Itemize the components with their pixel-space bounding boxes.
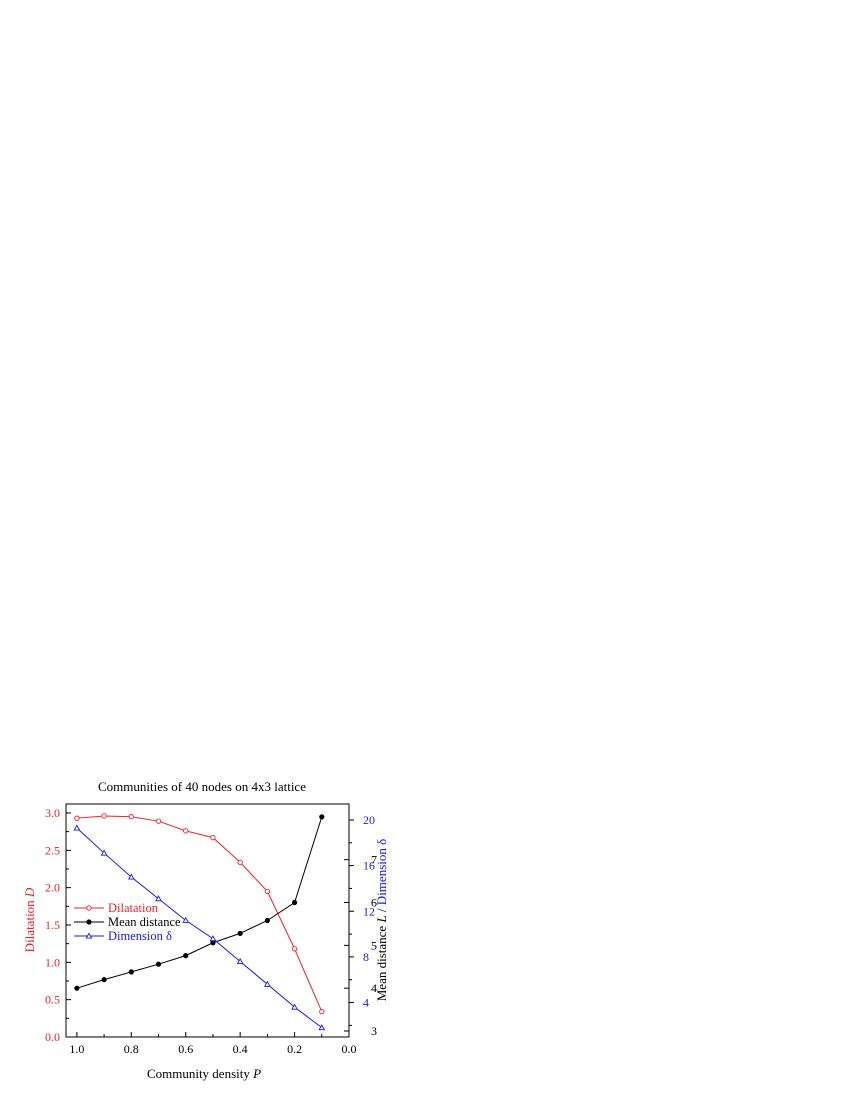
left-y-axis-label-var: D [22, 887, 37, 898]
data-point [182, 916, 190, 923]
series-line [76, 827, 323, 1029]
legend-marker [86, 919, 92, 925]
chart-title: Communities of 40 nodes on 4x3 lattice [98, 779, 306, 794]
data-point [319, 1008, 325, 1015]
x-axis: 1.0 0.8 0.6 0.4 0.2 0.0 [69, 1032, 357, 1056]
legend-item: Dimension δ [74, 929, 172, 943]
data-point [291, 1003, 298, 1010]
series-line [76, 816, 323, 989]
left-y-tick-label: 3.0 [45, 806, 60, 820]
x-tick-label: 0.8 [124, 1042, 139, 1056]
series-dilatation [74, 813, 325, 1015]
right-y-axis-label: Mean distance L / Dimension δ [374, 839, 389, 1002]
data-point [264, 980, 271, 987]
legend-label: Dilatation [108, 901, 159, 915]
data-point [155, 818, 162, 824]
series-layer [73, 813, 326, 1031]
data-point [127, 873, 135, 880]
right-y-tick-label-dim: 8 [363, 950, 369, 964]
x-tick-label: 0.0 [342, 1042, 357, 1056]
series-mean-distance [74, 814, 325, 991]
data-point [264, 888, 271, 895]
x-tick-label: 1.0 [69, 1042, 84, 1056]
data-point [264, 917, 270, 924]
legend-label: Dimension δ [108, 929, 172, 943]
left-y-tick-label: 2.5 [45, 843, 60, 857]
data-point [73, 824, 81, 831]
right-y-axis-label-dim: Dimension δ [374, 839, 389, 905]
left-y-tick-label: 2.0 [45, 881, 60, 895]
legend-marker [85, 932, 93, 939]
left-y-axis: 0.0 0.5 1.0 1.5 2.0 2.5 3.0 [45, 806, 71, 1044]
right-y-tick-label-mean: 5 [371, 938, 377, 952]
x-axis-label-var: P [252, 1066, 261, 1081]
series-line [76, 815, 323, 1012]
data-point [209, 935, 217, 942]
legend-item: Dilatation [74, 901, 159, 915]
right-y-axis-label-mean: Mean distance [374, 923, 389, 1002]
right-y-axis-label-sep: / [374, 905, 389, 915]
data-point [183, 828, 189, 834]
left-y-tick-label: 1.0 [45, 955, 60, 969]
right-y-tick-label-mean: 7 [371, 853, 377, 867]
left-y-axis-label-text: Dilatation [22, 897, 37, 952]
data-point [237, 859, 243, 865]
right-y-tick-label-mean: 3 [371, 1024, 377, 1038]
data-point [128, 969, 134, 975]
x-axis-label-text: Community density [147, 1066, 253, 1081]
data-point [101, 813, 107, 819]
left-y-tick-label: 0.0 [45, 1030, 60, 1044]
data-point [210, 834, 216, 841]
x-tick-label: 0.6 [178, 1042, 193, 1056]
right-y-tick-label-mean: 4 [371, 981, 377, 995]
right-y-tick-label-mean: 6 [371, 896, 377, 910]
x-tick-label: 0.2 [287, 1042, 302, 1056]
data-point [291, 899, 298, 906]
series-dimension [73, 824, 326, 1031]
data-point [155, 961, 162, 967]
left-y-tick-label: 1.5 [45, 918, 60, 932]
data-point [318, 1024, 326, 1031]
data-point [74, 815, 80, 821]
data-point [128, 814, 134, 820]
right-y-tick-label-dim: 12 [363, 904, 375, 918]
data-point [291, 946, 298, 952]
legend-item: Mean distance [74, 915, 181, 929]
legend-label: Mean distance [108, 915, 181, 929]
data-point [74, 985, 80, 991]
left-y-axis-label: Dilatation D [22, 887, 37, 952]
plot-frame [65, 803, 350, 1038]
right-y-axis-dimension: 4 8 12 16 20 [349, 813, 375, 1026]
x-tick-label: 0.4 [233, 1042, 248, 1056]
left-y-tick-label: 0.5 [45, 993, 60, 1007]
data-point [236, 957, 244, 964]
data-point [155, 895, 162, 902]
legend-marker [86, 905, 92, 911]
x-axis-label: Community density P [147, 1066, 261, 1081]
right-y-tick-label-dim: 4 [363, 996, 369, 1010]
data-point [101, 977, 107, 983]
data-point [100, 849, 108, 856]
data-point [183, 953, 189, 959]
data-point [237, 930, 243, 936]
right-y-tick-label-dim: 20 [363, 813, 375, 827]
data-point [319, 814, 325, 820]
right-y-axis-label-var: L [374, 915, 389, 923]
right-y-tick-label-dim: 16 [363, 859, 375, 873]
